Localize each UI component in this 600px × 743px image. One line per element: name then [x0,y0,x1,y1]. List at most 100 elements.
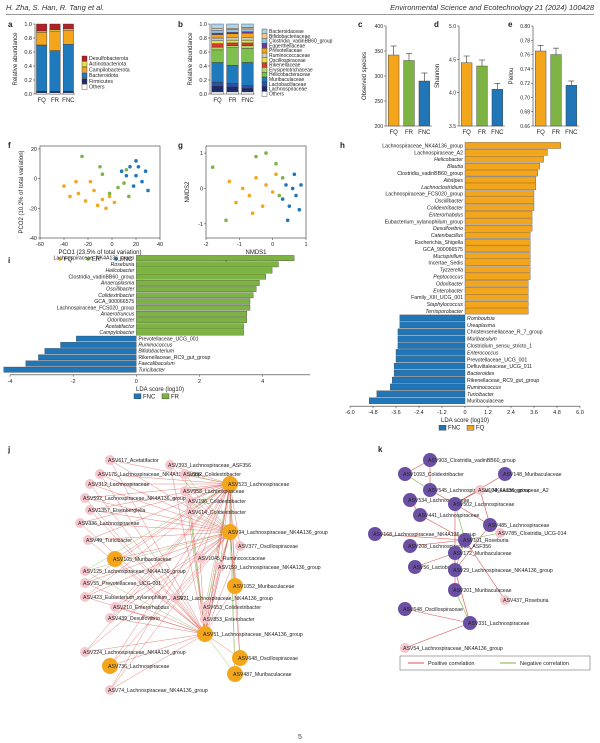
g-y-tick-label: 1 [200,151,203,157]
b-y-tick-label: 0.2 [199,78,207,84]
j-node-label: ASV1357_Eisenbergiella [88,508,146,514]
c-y-tick-label: 350 [375,49,384,55]
f-point-fr [116,185,120,190]
f-legend-label: FQ [64,257,73,263]
a-legend-label: Desulfobacterota [89,56,128,62]
i-lda-label: Anaeroplasma [100,281,135,287]
k-node [448,546,462,560]
h-lda-label: GCA_900066575 [423,247,463,253]
f-point-fq [88,179,93,184]
a-bar-segment [62,23,74,30]
a-y-tick-label: 0.8 [24,36,32,42]
b-legend-label: Bifidobacteriaceae [269,34,310,40]
f-x-tick-label: -60 [36,242,44,248]
h-legend-label: FQ [476,426,485,432]
j-node-label: ASV958_Lachnospiraceae [183,489,245,495]
k-node [495,528,505,538]
k-node-label: ASV56_Lactobacillus [413,565,462,571]
g-point-fnc [287,204,292,208]
f-x-tick-label: 40 [157,242,163,248]
b-bar-segment [241,23,254,28]
g-y-tick-label: -1 [198,222,203,228]
i-x-label: LDA score (log10) [136,387,184,393]
i-lda-label: Acetatifactor [104,324,134,330]
h-lda-label: Catenibacillus [431,233,464,239]
j-edge [109,459,231,485]
f-point-fr [122,181,126,185]
e-y-tick-label: 0.76 [520,53,530,59]
j-edge [229,531,236,675]
panel-label-f: f [8,141,11,150]
j-edge [109,633,206,667]
j-edge [109,633,206,691]
j-edge [79,483,231,524]
j-node-label: ASV1052_Muribaculaceae [233,584,295,590]
panel-label-d: d [434,20,439,29]
h-lda-bar [392,376,466,384]
f-point-fr [127,194,131,199]
d-x-tick-label: FR [478,130,487,136]
h-lda-label: Blautia [447,164,463,170]
h-lda-label: Clostridium_sensu_stricto_1 [467,344,532,350]
j-node-label: ASV51_Lachnospiraceae_NK4A136_group [203,632,303,638]
h-lda-label: Peptococcus [433,275,463,281]
a-legend-swatch [81,67,88,73]
i-x-tick-label: 2 [198,379,201,385]
h-lda-label: Desulfovibrio [433,226,463,232]
h-lda-label: Enterorhabdus [429,212,463,218]
j-node [180,469,190,479]
panel-label-j: j [7,445,10,454]
b-bar-segment [226,23,239,29]
page-number: 5 [298,734,302,741]
h-lda-label: Lachnospiraceae_FCS020_group [385,192,463,198]
g-point-fq [270,190,275,194]
g-y-label: NMDS2 [185,181,191,203]
h-lda-label: Eubacterium_xylanophilum_group [385,219,464,225]
b-bar-segment [226,42,239,46]
f-point-fnc [124,173,129,178]
j-edge [189,500,231,533]
b-bar-segment [211,43,224,48]
j-node-label: ASV439_Desulfovibrio [108,616,160,622]
b-legend-label: Rikenellaceae [269,63,301,69]
h-lda-label: Staphylococcus [427,302,464,308]
h-lda-bar [395,349,466,356]
k-node-label: ASV437_Roseburia [503,598,549,604]
g-point-fnc [299,183,303,187]
a-bar-segment [49,90,61,93]
panel-label-g: g [178,141,183,150]
j-node-label: ASV1045_Ruminococcaceae [198,556,266,562]
h-lda-bar [464,218,533,225]
j-node [232,650,248,666]
h-lda-bar [393,369,466,377]
d-x-tick-label: FQ [462,130,471,136]
g-point-fr [224,218,228,223]
b-bar-segment [241,32,254,38]
j-edge [109,617,206,635]
f-point-fnc [134,173,138,178]
f-point-fnc [119,169,124,174]
j-edge [89,509,206,635]
g-point-fq [254,176,258,180]
g-point-fnc [294,193,298,198]
c-bar [388,54,400,127]
j-node-label: ASV74_Lachnospiraceae_NK4A136_group [108,688,208,694]
i-lda-label: Helicobacter [105,268,134,274]
h-lda-bar [464,252,531,260]
c-y-tick-label: 250 [375,99,384,105]
g-point-fnc [290,186,295,191]
g-x-label: NMDS1 [245,250,267,256]
j-node [83,535,93,545]
h-x-tick-label: -6.0 [345,410,354,416]
f-point-fnc [131,184,136,188]
f-y-tick-label: -20 [29,206,37,212]
h-lda-label: Rikenellaceae_RC9_gut_group [467,378,539,384]
j-edge [99,473,206,635]
j-edge [204,633,236,675]
h-lda-label: Ruminococcus [467,385,501,391]
g-x-tick-label: -2 [204,242,209,248]
f-point-fr [100,172,105,176]
d-y-label: Shannon [435,64,441,88]
h-lda-bar [397,328,466,335]
g-point-fq [247,193,252,198]
